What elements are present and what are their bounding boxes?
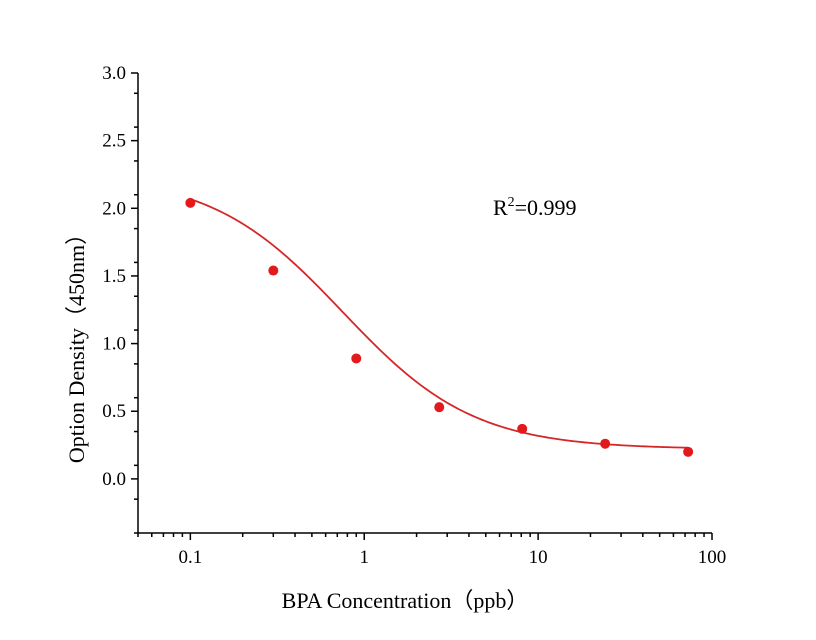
x-tick-label: 100 bbox=[698, 547, 727, 568]
y-tick-label: 1.5 bbox=[102, 266, 126, 287]
x-tick-label: 10 bbox=[529, 547, 548, 568]
y-tick-label: 2.5 bbox=[102, 131, 126, 152]
y-axis-title: Option Density（450nm） bbox=[64, 223, 89, 463]
data-point bbox=[434, 402, 445, 413]
y-tick-label: 3.0 bbox=[102, 63, 126, 84]
data-point bbox=[683, 446, 694, 457]
y-tick-label: 0.5 bbox=[102, 401, 126, 422]
data-points bbox=[185, 197, 694, 457]
data-point bbox=[185, 197, 196, 208]
r-squared-superscript: 2 bbox=[508, 195, 515, 210]
x-axis-title: BPA Concentration（ppb） bbox=[282, 588, 529, 613]
x-tick-label: 1 bbox=[359, 547, 369, 568]
axes bbox=[137, 73, 712, 534]
x-axis-ticks: 0.1 1 10 100 bbox=[137, 533, 727, 568]
data-point bbox=[600, 438, 611, 449]
y-tick-label: 1.0 bbox=[102, 334, 126, 355]
data-point bbox=[517, 423, 528, 434]
x-tick-label: 0.1 bbox=[178, 547, 202, 568]
y-tick-label: 0.0 bbox=[102, 469, 126, 490]
data-point bbox=[268, 265, 279, 276]
r-squared-label: R bbox=[493, 195, 508, 220]
y-tick-label: 2.0 bbox=[102, 198, 126, 219]
r-squared-value: =0.999 bbox=[515, 195, 577, 220]
y-axis-ticks: 0.0 0.5 1.0 1.5 2.0 2.5 3.0 bbox=[102, 63, 138, 534]
data-point bbox=[351, 353, 362, 364]
r-squared-annotation: R2=0.999 bbox=[493, 195, 577, 220]
